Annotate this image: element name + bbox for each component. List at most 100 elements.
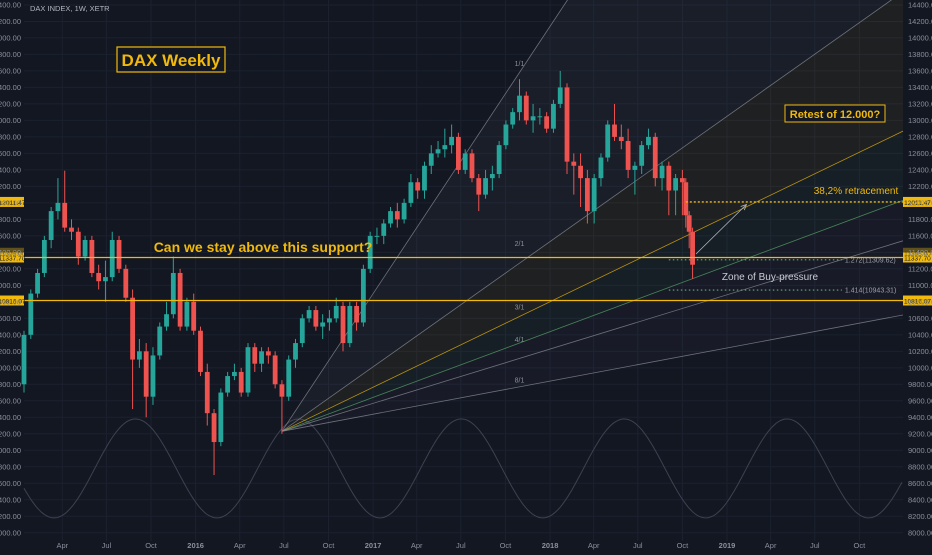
candle-body: [116, 239, 122, 269]
y-tick-label-left: 8400.00: [0, 495, 21, 504]
y-tick-label-right: 12600.00: [908, 149, 932, 158]
candle-body: [510, 112, 516, 125]
candle-body: [435, 149, 441, 154]
fan-ray: [281, 0, 893, 432]
candle-body: [381, 223, 387, 236]
x-tick-label: Jul: [633, 541, 643, 550]
x-tick-label: Jul: [456, 541, 466, 550]
candle-body: [394, 211, 400, 220]
candle-body: [462, 153, 468, 170]
y-tick-label-right: 14400.00: [908, 0, 932, 9]
y-tick-label-left: 9000.00: [0, 446, 21, 455]
fan-ray: [281, 314, 904, 432]
candle-body: [232, 371, 237, 377]
candle-body: [367, 235, 373, 269]
x-tick-label: 2019: [719, 541, 736, 550]
candle-body: [150, 355, 156, 397]
candle-body: [612, 124, 617, 137]
x-axis-band: [0, 541, 932, 550]
price-tag-label: 10816.07: [904, 299, 931, 306]
y-tick-label-left: 13400.00: [0, 83, 21, 92]
y-tick-label-right: 13400.00: [908, 83, 932, 92]
candle-body: [198, 330, 203, 372]
grid: [24, 0, 903, 541]
price-tag-bg: [0, 196, 24, 207]
x-tick-label: 2016: [187, 541, 204, 550]
x-axis: Apr Jul Oct 2016 Apr Jul Oct 2017 Apr Jul Oct 2018 A…: [0, 541, 932, 550]
y-tick-label-left: 9200.00: [0, 429, 21, 438]
y-tick-label-right: 8200.00: [908, 512, 932, 521]
projection-arrow-head: [740, 203, 748, 211]
candle-body: [55, 202, 61, 212]
y-tick-label-left: 11200.00: [0, 264, 21, 273]
y-tick-label-left: 12600.00: [0, 149, 21, 158]
candle-body: [659, 165, 665, 179]
y-tick-label-right: 8600.00: [908, 479, 932, 488]
x-tick-label: Apr: [588, 541, 600, 550]
candle-body: [632, 165, 638, 170]
candle-body: [639, 145, 645, 166]
candle-body: [28, 293, 34, 335]
candle-body: [489, 174, 495, 179]
y-tick-label-right: 13200.00: [908, 99, 932, 108]
candle-body: [415, 182, 421, 191]
candle-body: [136, 351, 142, 360]
candle-body: [184, 301, 190, 327]
candle-body: [683, 182, 689, 216]
price-tag-bg: [903, 196, 932, 207]
candle-body: [690, 231, 695, 265]
y-tick-label-left: 10400.00: [0, 330, 21, 339]
candle-body: [374, 235, 380, 237]
y-tick-label-left: 10600.00: [0, 314, 21, 323]
y-tick-label-right: 11400.00: [908, 248, 932, 257]
y-tick-label-left: 12200.00: [0, 182, 21, 191]
fan-ray-label: 2/1: [515, 241, 525, 248]
candle-body: [48, 211, 54, 240]
fib-extension-label: 1.272(11309.62): [845, 257, 896, 264]
y-tick-label-right: 12800.00: [908, 132, 932, 141]
y-tick-label-right: 11200.00: [908, 264, 932, 273]
candle-body: [259, 351, 264, 364]
candle-body: [170, 272, 176, 315]
candle-body: [605, 124, 611, 158]
fan-ray: [281, 130, 904, 432]
candle-body: [537, 116, 543, 118]
candle-body: [96, 272, 102, 282]
y-tick-label-right: 8800.00: [908, 462, 932, 471]
y-tick-label-left: 8800.00: [0, 462, 21, 471]
hidden-tag-bg: [903, 247, 932, 258]
candle-body: [164, 314, 169, 327]
y-tick-label-left: 8200.00: [0, 512, 21, 521]
x-tick-label: Jul: [102, 541, 112, 550]
retest-box: [784, 104, 886, 123]
candle-body: [272, 355, 278, 385]
candle-body: [75, 231, 81, 257]
price-tag-bg: [0, 295, 24, 306]
candle-body: [21, 334, 27, 385]
candle-body: [347, 305, 353, 344]
x-tick-label: 2018: [542, 541, 559, 550]
candles: [21, 70, 695, 476]
candle-body: [252, 347, 258, 364]
x-tick-label: Oct: [145, 541, 158, 550]
candle-body: [598, 157, 604, 179]
candle-body: [483, 178, 488, 195]
candle-body: [279, 384, 285, 397]
y-tick-label-right: 8400.00: [908, 495, 932, 504]
candle-body: [157, 326, 163, 356]
y-tick-label-left: 13000.00: [0, 116, 21, 125]
fan-ray: [281, 0, 568, 432]
y-tick-label-right: 12000.00: [908, 198, 932, 207]
x-tick-label: Oct: [500, 541, 513, 550]
candle-body: [327, 318, 332, 323]
y-tick-label-left: 12800.00: [0, 132, 21, 141]
candle-body: [265, 351, 271, 356]
candle-body: [625, 141, 631, 170]
y-tick-label-right: 14000.00: [908, 33, 932, 42]
fan-ray-label: 4/1: [515, 337, 525, 344]
annotations: DAX Weekly Can we stay above this support…: [116, 46, 898, 283]
candle-body: [469, 153, 475, 179]
zone-text: Zone of Buy-pressure: [722, 272, 819, 283]
y-tick-label-right: 12400.00: [908, 165, 932, 174]
y-tick-label-right: 10800.00: [908, 297, 932, 306]
